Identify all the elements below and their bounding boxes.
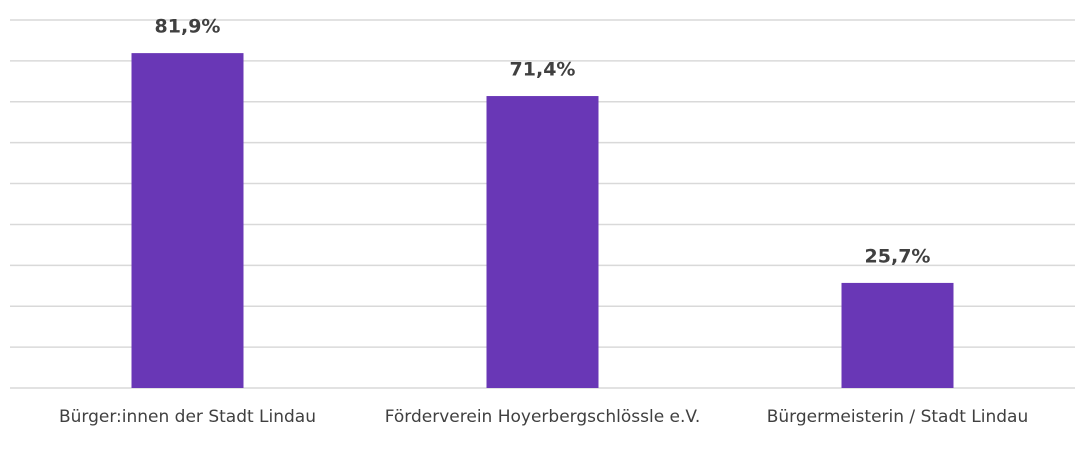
value-label: 25,7%: [865, 245, 931, 267]
x-tick-label: Bürger:innen der Stadt Lindau: [58, 407, 317, 427]
value-label: 81,9%: [155, 16, 221, 38]
bar: [131, 53, 244, 389]
bar: [841, 282, 954, 388]
x-tick-label: Bürgermeisterin / Stadt Lindau: [766, 407, 1029, 427]
value-label: 71,4%: [510, 59, 576, 81]
x-tick-label: Förderverein Hoyerbergschlössle e.V.: [384, 407, 701, 427]
bar: [486, 96, 599, 388]
